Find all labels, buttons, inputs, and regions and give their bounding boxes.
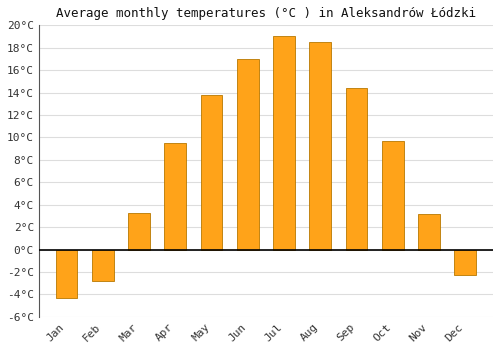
Bar [237, 59, 258, 250]
Title: Average monthly temperatures (°C ) in Aleksandrów Łódzki: Average monthly temperatures (°C ) in Al… [56, 7, 476, 20]
Bar [56, 250, 78, 298]
Bar [92, 250, 114, 281]
Bar [128, 212, 150, 250]
Bar [164, 143, 186, 250]
Bar [273, 36, 295, 250]
Bar [310, 42, 331, 250]
Bar [346, 88, 368, 250]
Bar [382, 141, 404, 250]
Bar [418, 214, 440, 250]
Bar [200, 95, 222, 250]
Bar [454, 250, 476, 275]
